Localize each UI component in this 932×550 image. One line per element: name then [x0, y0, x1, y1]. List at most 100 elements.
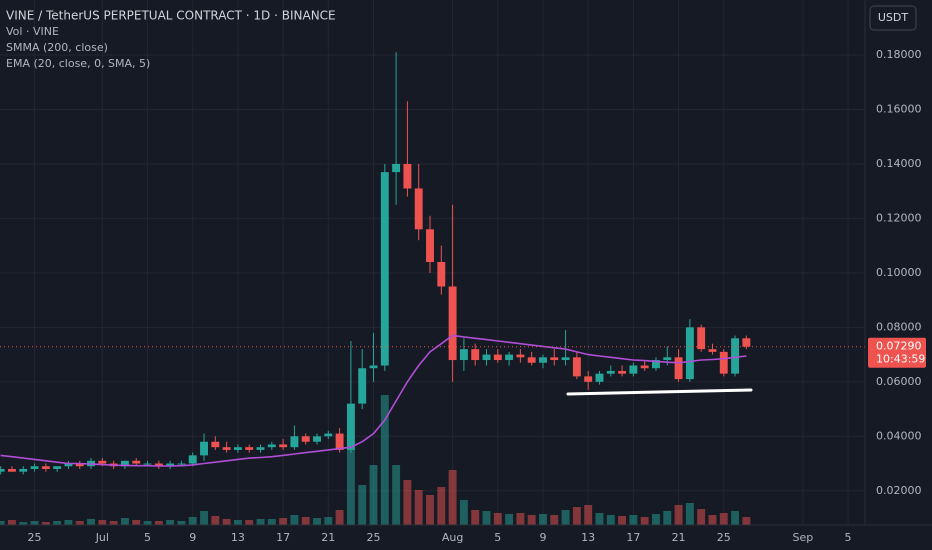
volume-bar: [731, 511, 740, 525]
candle-body: [279, 444, 288, 448]
volume-bar: [426, 495, 434, 525]
x-tick-label: 9: [189, 531, 196, 544]
candle-body: [403, 163, 412, 189]
volume-bar: [618, 516, 627, 525]
axes: 0.02000 0.04000 0.06000 0.08000 0.10000 0.120…: [28, 48, 926, 544]
candle-body: [493, 354, 502, 361]
volume-bar: [7, 520, 16, 525]
candle-body: [685, 327, 694, 380]
volume-bar: [358, 485, 367, 525]
candle-body: [222, 447, 231, 450]
volume-bar: [527, 515, 536, 525]
candle-body: [595, 373, 604, 382]
volume-bar: [0, 521, 5, 525]
legend-item: Vol · VINE: [6, 25, 59, 38]
candle-body: [200, 441, 208, 456]
candle-body: [437, 261, 446, 287]
candle-body: [618, 370, 627, 374]
volume-bar: [335, 510, 344, 525]
x-tick-label: 21: [672, 531, 686, 544]
candle-body: [448, 286, 457, 361]
candle-body: [98, 460, 107, 464]
candle-body: [584, 376, 593, 382]
volume-bar: [346, 448, 355, 525]
volume-bar: [30, 521, 39, 525]
volume-bar: [539, 514, 547, 525]
candle-body: [245, 447, 254, 450]
countdown-label: 10:43:59: [876, 353, 925, 366]
volume-bar: [41, 522, 50, 525]
candle-body: [335, 433, 344, 450]
volume-bar: [154, 521, 163, 525]
candle-body: [256, 447, 265, 450]
candle-body: [629, 365, 638, 374]
x-tick-label: 25: [717, 531, 731, 544]
volume-bar: [120, 518, 129, 525]
volume-bar: [143, 521, 152, 525]
volume-bar: [471, 510, 480, 525]
candle-body: [719, 351, 728, 374]
candle-body: [64, 463, 73, 467]
y-tick-label: 0.08000: [876, 320, 922, 333]
volume-bar: [109, 521, 118, 525]
currency-button[interactable]: [869, 5, 917, 31]
volume-bar: [640, 517, 649, 525]
volume-bar: [629, 515, 638, 525]
candle-body: [290, 436, 299, 448]
candle-layer: [0, 52, 865, 475]
volume-bar: [177, 521, 186, 525]
candle-body: [426, 229, 434, 262]
candle-body: [75, 463, 84, 467]
volume-bar: [652, 514, 660, 525]
candle-body: [663, 357, 672, 361]
x-tick-label: Sep: [792, 531, 813, 544]
volume-bar: [279, 518, 288, 525]
volume-bar: [233, 520, 242, 525]
candle-body: [482, 354, 491, 361]
volume-bar: [719, 513, 728, 525]
volume-bar: [414, 490, 423, 525]
candle-body: [346, 403, 355, 450]
volume-bar: [584, 505, 593, 525]
candle-body: [233, 447, 242, 450]
currency-label[interactable]: USDT: [878, 11, 909, 24]
symbol-title: VINE / TetherUS PERPETUAL CONTRACT · 1D …: [6, 9, 336, 23]
x-tick-label: 13: [581, 531, 595, 544]
volume-bar: [459, 500, 468, 525]
volume-bar: [595, 513, 604, 525]
volume-bar: [403, 480, 412, 525]
x-tick-label: 5: [144, 531, 151, 544]
candle-body: [324, 433, 333, 437]
volume-bar: [166, 520, 175, 525]
candle-body: [652, 360, 660, 369]
x-tick-label: 9: [539, 531, 546, 544]
x-tick-label: 13: [231, 531, 245, 544]
volume-bar: [87, 519, 95, 525]
volume-bar: [53, 521, 62, 525]
volume-bar: [606, 515, 615, 525]
volume-bar: [516, 513, 525, 525]
candle-body: [154, 463, 163, 467]
candle-body: [471, 349, 480, 361]
last-price-box: [868, 337, 926, 368]
legend-item: SMMA (200, close): [6, 41, 108, 54]
volume-bar: [482, 511, 491, 525]
x-tick-label: 25: [367, 531, 381, 544]
x-tick-label: 17: [626, 531, 640, 544]
candle-body: [708, 349, 717, 352]
candle-body: [313, 436, 321, 442]
candle-body: [742, 338, 751, 347]
candle-body: [606, 370, 615, 374]
candle-body: [177, 463, 186, 465]
volume-bar: [448, 470, 457, 525]
candle-body: [561, 357, 570, 361]
candle-body: [188, 455, 197, 464]
x-tick-label: 25: [28, 531, 42, 544]
x-tick-label: 17: [276, 531, 290, 544]
candle-body: [731, 338, 740, 374]
y-tick-label: 0.18000: [876, 48, 922, 61]
x-tick-label: Aug: [442, 531, 463, 544]
candle-body: [53, 466, 62, 469]
support-line: [566, 388, 753, 396]
